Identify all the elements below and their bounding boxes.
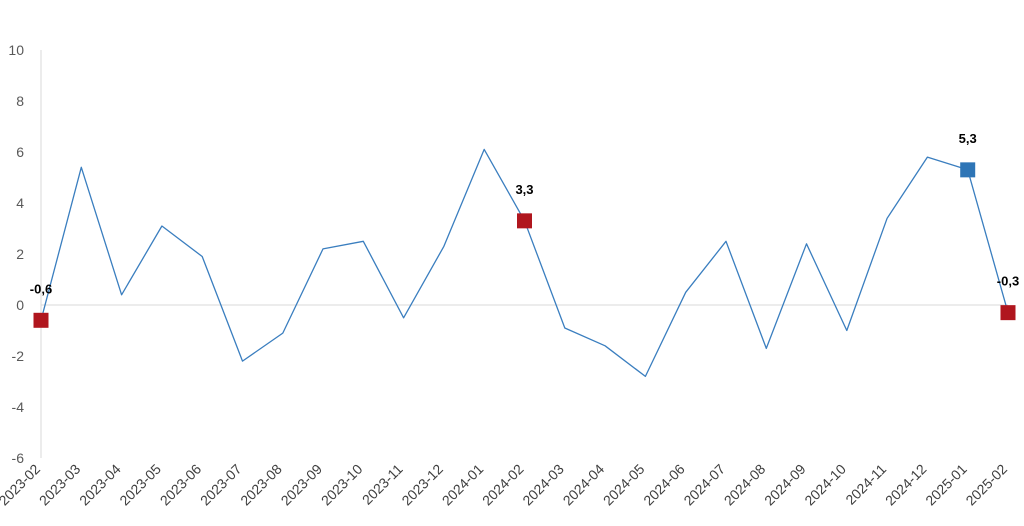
x-tick-label: 2023-02 xyxy=(0,461,43,509)
x-tick-label: 2023-06 xyxy=(157,461,205,509)
y-tick-label: -4 xyxy=(12,399,25,415)
y-tick-label: 4 xyxy=(16,195,24,211)
data-marker xyxy=(517,213,532,229)
x-tick-label: 2023-11 xyxy=(359,461,406,508)
x-tick-label: 2025-01 xyxy=(922,461,970,509)
y-tick-label: 10 xyxy=(8,42,24,58)
x-tick-label: 2024-01 xyxy=(439,461,487,509)
x-tick-label: 2024-10 xyxy=(801,461,849,509)
y-tick-label: 8 xyxy=(16,93,24,109)
x-tick-label: 2024-02 xyxy=(479,461,527,509)
x-tick-label: 2023-03 xyxy=(36,461,84,509)
x-tick-label: 2024-09 xyxy=(761,461,809,509)
x-tick-label: 2023-08 xyxy=(237,461,285,509)
x-tick-label: 2024-04 xyxy=(560,461,608,509)
data-marker xyxy=(960,162,976,178)
x-tick-label: 2024-12 xyxy=(882,461,930,509)
x-tick-label: 2024-11 xyxy=(842,461,889,508)
data-label: -0,6 xyxy=(30,281,52,296)
data-marker xyxy=(1000,305,1016,321)
x-tick-label: 2024-03 xyxy=(519,461,567,509)
markers-group: -0,6 3,3 5,3 -0,3 xyxy=(30,131,1019,328)
x-tick-label: 2023-04 xyxy=(76,461,124,509)
x-tick-label: 2024-08 xyxy=(721,461,769,509)
x-tick-label: 2023-09 xyxy=(278,461,326,509)
data-label: -0,3 xyxy=(997,274,1019,289)
data-marker xyxy=(33,312,49,328)
y-tick-label: 0 xyxy=(16,297,24,313)
x-tick-label: 2024-05 xyxy=(600,461,648,509)
y-tick-label: 2 xyxy=(16,246,24,262)
data-label: 5,3 xyxy=(959,131,977,146)
y-tick-label: 6 xyxy=(16,144,24,160)
x-tick-label: 2024-07 xyxy=(680,461,728,509)
x-tick-label: 2025-02 xyxy=(962,461,1010,509)
x-tick-label: 2023-05 xyxy=(116,461,164,509)
x-axis: 2023-022023-032023-042023-052023-062023-… xyxy=(0,461,1010,509)
x-tick-label: 2023-07 xyxy=(197,461,245,509)
y-tick-label: -2 xyxy=(12,348,25,364)
x-tick-label: 2023-12 xyxy=(398,461,446,509)
x-tick-label: 2023-10 xyxy=(318,461,366,509)
y-tick-label: -6 xyxy=(12,450,25,466)
x-tick-label: 2024-06 xyxy=(640,461,688,509)
y-axis: 10 8 6 4 2 0 -2 -4 -6 xyxy=(8,42,1008,466)
data-label: 3,3 xyxy=(515,182,533,197)
